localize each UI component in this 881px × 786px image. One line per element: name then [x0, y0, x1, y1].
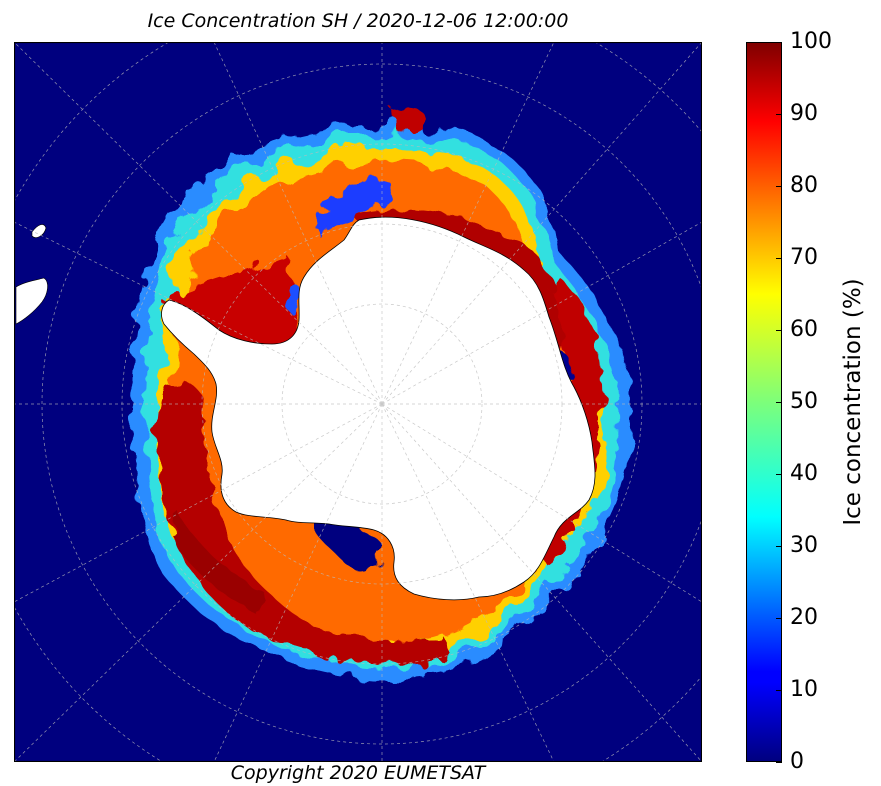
colorbar-tick-label: 40 — [790, 461, 818, 486]
colorbar-tick-label: 60 — [790, 317, 818, 342]
colorbar-tick-mark — [776, 113, 782, 115]
colorbar-gradient — [746, 42, 782, 762]
colorbar-tick-mark — [776, 41, 782, 43]
map-frame — [14, 42, 702, 762]
south-america-land — [15, 224, 48, 325]
copyright-notice: Copyright 2020 EUMETSAT — [230, 762, 486, 784]
colorbar-tick-label: 80 — [790, 173, 818, 198]
colorbar-tick-mark — [776, 761, 782, 763]
colorbar-tick-mark — [776, 473, 782, 475]
graticule — [14, 42, 702, 762]
colorbar-tick-mark — [776, 617, 782, 619]
map-title: Ice Concentration SH / 2020-12-06 12:00:… — [147, 10, 569, 32]
colorbar-tick-label: 70 — [790, 245, 818, 270]
colorbar-tick-mark — [776, 545, 782, 547]
colorbar — [746, 42, 782, 762]
colorbar-tick-mark — [776, 257, 782, 259]
colorbar-tick-mark — [776, 401, 782, 403]
colorbar-tick-label: 90 — [790, 101, 818, 126]
colorbar-tick-label: 0 — [790, 749, 804, 774]
colorbar-tick-label: 30 — [790, 533, 818, 558]
colorbar-tick-mark — [776, 185, 782, 187]
colorbar-tick-label: 10 — [790, 677, 818, 702]
colorbar-label: Ice concentration (%) — [840, 278, 866, 526]
colorbar-tick-label: 50 — [790, 389, 818, 414]
colorbar-tick-mark — [776, 329, 782, 331]
colorbar-tick-label: 20 — [790, 605, 818, 630]
colorbar-tick-label: 100 — [790, 29, 832, 54]
ice-concentration-map — [14, 42, 702, 762]
antarctica-landmass — [161, 216, 596, 601]
colorbar-tick-mark — [776, 689, 782, 691]
